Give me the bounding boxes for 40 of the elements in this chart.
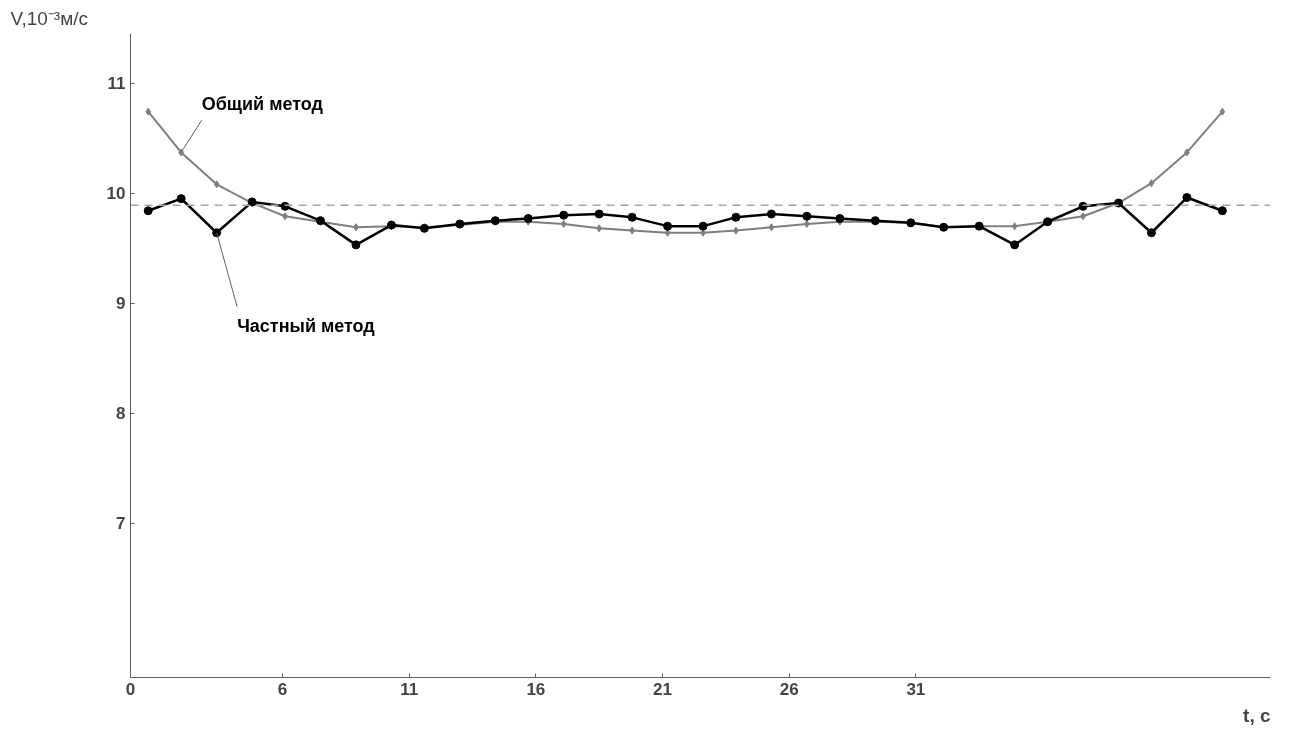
point (698, 221, 708, 231)
point (802, 211, 812, 221)
point (663, 221, 673, 231)
point (594, 209, 604, 219)
text: Частный метод (237, 316, 376, 337)
point (213, 180, 220, 189)
point (768, 223, 775, 232)
point (351, 240, 361, 250)
y-axis-title: V,10⁻³м/с (10, 7, 89, 29)
x-tick-label: 0 (125, 679, 136, 699)
point (1010, 240, 1020, 250)
x-tick-label: 16 (526, 679, 546, 699)
x-tick-label: 11 (400, 679, 419, 699)
point (835, 213, 845, 223)
point (559, 210, 569, 220)
x-tick-label: 26 (779, 679, 799, 699)
point (1011, 222, 1018, 231)
point (523, 213, 533, 223)
point (766, 209, 776, 219)
point (1217, 206, 1227, 216)
y-tick-label: 10 (106, 184, 126, 204)
point (1182, 193, 1192, 203)
point (176, 194, 186, 204)
x-tick-label: 31 (906, 679, 926, 699)
point (143, 206, 153, 216)
point (560, 219, 567, 228)
y-tick-label: 11 (107, 74, 126, 94)
point (1148, 179, 1155, 188)
y-tick-label: 9 (116, 294, 126, 314)
y-tick-label: 8 (116, 404, 126, 424)
point (1219, 107, 1226, 116)
x-tick-label: 21 (653, 679, 672, 699)
point (627, 212, 637, 222)
point (731, 212, 741, 222)
text: Общий метод (201, 93, 324, 114)
point (1146, 228, 1156, 238)
x-tick-label: 6 (277, 679, 288, 699)
point (145, 107, 152, 116)
x-axis-title: t, с (1243, 704, 1271, 726)
y-tick-label: 7 (116, 514, 126, 534)
